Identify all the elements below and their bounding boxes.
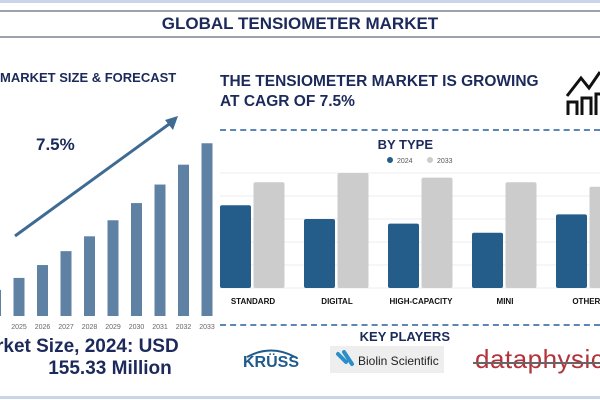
key-players-title: KEY PLAYERS <box>359 329 450 344</box>
year-label: 2033 <box>199 324 215 331</box>
growth-chart-icon <box>565 71 600 115</box>
by-type-chart: 2024 2033 STANDARD DIGITAL HIGH-CAPACITY MINI… <box>220 157 600 306</box>
market-size-title: MARKET SIZE & FORECAST <box>0 70 177 85</box>
bar-standard-2024 <box>220 205 251 288</box>
legend-marker-2024 <box>387 157 393 163</box>
year-label: 2025 <box>11 324 27 331</box>
legend-label-2024: 2024 <box>397 158 413 165</box>
category-label: DIGITAL <box>321 297 353 306</box>
forecast-bar-2033 <box>201 143 213 316</box>
by-type-title: BY TYPE <box>377 137 433 152</box>
forecast-bar-2025 <box>13 277 25 316</box>
bar-others-2024 <box>556 214 587 288</box>
legend-marker-2033 <box>427 157 433 163</box>
dataphysics-logo: dataphysics <box>473 344 600 375</box>
forecast-bar-2027 <box>60 251 72 316</box>
forecast-bar-2029 <box>107 220 119 316</box>
bar-mini-2024 <box>472 232 503 288</box>
cagr-headline: THE TENSIOMETER MARKET IS GROWING AT CAG… <box>220 72 539 112</box>
category-label: STANDARD <box>231 297 276 306</box>
category-label: MINI <box>497 297 514 306</box>
cagr-label: 7.5% <box>36 135 75 154</box>
year-label: 2031 <box>152 324 168 331</box>
market-forecast-chart: 4202520262027202820292030203120322033 7.… <box>0 116 215 331</box>
year-label: 2032 <box>176 324 192 331</box>
bar-others-2033 <box>589 186 600 288</box>
growth-arrow-line <box>14 120 173 238</box>
biolin-logo: Biolin Scientific <box>330 346 444 373</box>
divider-bottom <box>220 324 600 326</box>
market-size-line1: rket Size, 2024: USD <box>0 336 179 357</box>
cagr-headline-line2: AT CAGR OF 7.5% <box>220 93 355 110</box>
forecast-bar-2026 <box>37 265 48 316</box>
category-label: HIGH-CAPACITY <box>390 297 454 306</box>
bottom-border <box>0 396 600 399</box>
year-label: 2026 <box>35 324 51 331</box>
forecast-bar-4 <box>0 289 1 316</box>
year-label: 2030 <box>129 324 145 331</box>
category-label: OTHERS <box>572 297 600 306</box>
year-label: 2028 <box>82 324 98 331</box>
market-size-line2: 155.33 Million <box>48 358 172 379</box>
forecast-bar-2028 <box>84 236 95 316</box>
bar-digital-2024 <box>304 219 335 288</box>
bar-digital-2033 <box>337 173 369 288</box>
legend-label-2033: 2033 <box>437 158 453 165</box>
forecast-bar-2032 <box>178 164 189 316</box>
forecast-bar-2030 <box>131 203 142 316</box>
cagr-headline-line1: THE TENSIOMETER MARKET IS GROWING <box>220 73 539 90</box>
page-title: GLOBAL TENSIOMETER MARKET <box>0 10 600 38</box>
bar-mini-2033 <box>505 182 537 288</box>
year-label: 2027 <box>58 324 74 331</box>
bar-high-capacity-2024 <box>388 223 419 288</box>
top-border <box>0 0 600 3</box>
kruss-logo: KRÜSS <box>243 348 299 374</box>
year-label: 2029 <box>105 324 121 331</box>
bar-standard-2033 <box>253 182 285 288</box>
growth-arrow-head <box>165 116 178 130</box>
bar-high-capacity-2033 <box>421 177 453 288</box>
market-size-value: rket Size, 2024: USD 155.33 Million <box>0 336 220 380</box>
forecast-bar-2031 <box>154 184 166 316</box>
divider-top <box>220 129 600 131</box>
